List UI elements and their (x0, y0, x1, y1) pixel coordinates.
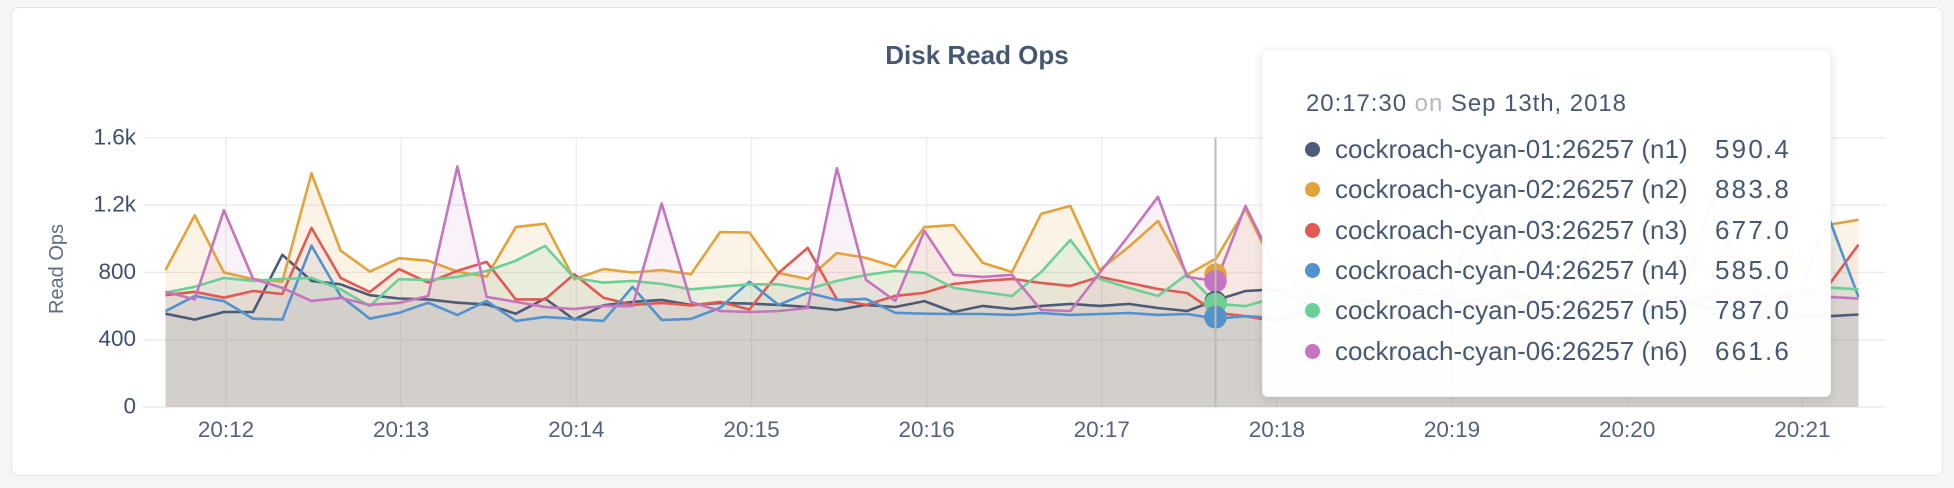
svg-text:20:20: 20:20 (1599, 417, 1655, 442)
svg-text:20:12: 20:12 (198, 417, 254, 442)
svg-text:20:19: 20:19 (1424, 417, 1480, 442)
svg-text:0: 0 (123, 394, 136, 419)
svg-text:20:18: 20:18 (1249, 417, 1305, 442)
svg-text:20:13: 20:13 (373, 417, 429, 442)
svg-text:400: 400 (98, 326, 136, 351)
svg-text:20:16: 20:16 (898, 417, 954, 442)
svg-text:1.6k: 1.6k (93, 124, 136, 149)
svg-text:20:14: 20:14 (548, 417, 604, 442)
svg-text:20:15: 20:15 (723, 417, 779, 442)
svg-text:20:17: 20:17 (1074, 417, 1130, 442)
svg-text:20:21: 20:21 (1774, 417, 1830, 442)
svg-text:Read Ops: Read Ops (46, 224, 68, 314)
svg-text:800: 800 (98, 259, 136, 284)
svg-text:1.2k: 1.2k (93, 192, 136, 217)
